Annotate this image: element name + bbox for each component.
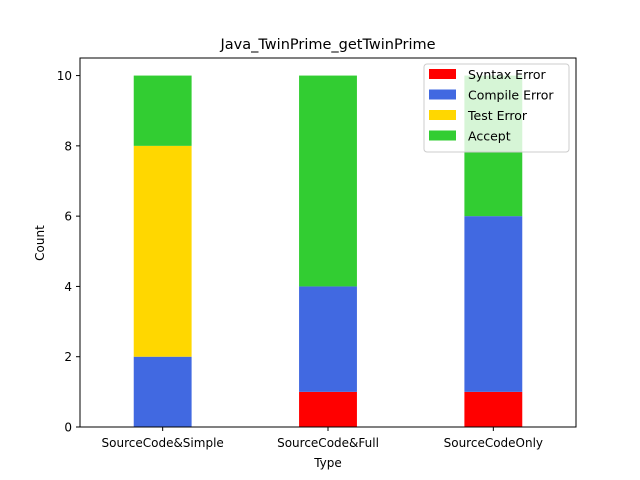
y-tick-label: 10 xyxy=(57,69,72,83)
bar-compile-error-0 xyxy=(133,356,192,427)
bar-compile-error-1 xyxy=(299,286,357,392)
x-axis-label: Type xyxy=(313,456,342,470)
bar-compile-error-2 xyxy=(464,216,523,392)
legend-label: Accept xyxy=(468,129,511,144)
legend-swatch xyxy=(429,89,456,100)
legend: Syntax Error Compile Error Test Error Accep… xyxy=(423,63,570,153)
y-tick-label: 0 xyxy=(64,421,72,435)
x-tick-label: SourceCode&Full xyxy=(277,436,379,450)
x-tick-label: SourceCode&Simple xyxy=(102,436,224,450)
legend-label: Compile Error xyxy=(468,88,554,103)
legend-label: Syntax Error xyxy=(468,67,547,82)
axes-group: 0 2 4 6 8 10 SourceCode&Simple SourceCode&Full S… xyxy=(57,57,577,450)
chart-title: Java_TwinPrime_getTwinPrime xyxy=(219,37,435,53)
legend-swatch xyxy=(429,110,456,120)
legend-swatch xyxy=(429,130,456,141)
y-tick-label: 4 xyxy=(64,280,72,294)
x-tick-label: SourceCodeOnly xyxy=(444,436,543,450)
y-tick-label: 2 xyxy=(64,350,72,364)
bar-syntax-error-1 xyxy=(299,391,357,427)
y-axis-label: Count xyxy=(33,225,47,261)
bar-accept-0 xyxy=(133,75,192,146)
y-tick-label: 6 xyxy=(64,210,72,224)
legend-label: Test Error xyxy=(467,108,528,123)
y-tick-label: 8 xyxy=(64,139,72,153)
legend-box xyxy=(423,63,570,153)
bar-test-error-0 xyxy=(133,145,192,357)
bar-syntax-error-2 xyxy=(464,391,523,427)
bar-accept-1 xyxy=(299,75,357,287)
legend-swatch xyxy=(429,69,456,79)
